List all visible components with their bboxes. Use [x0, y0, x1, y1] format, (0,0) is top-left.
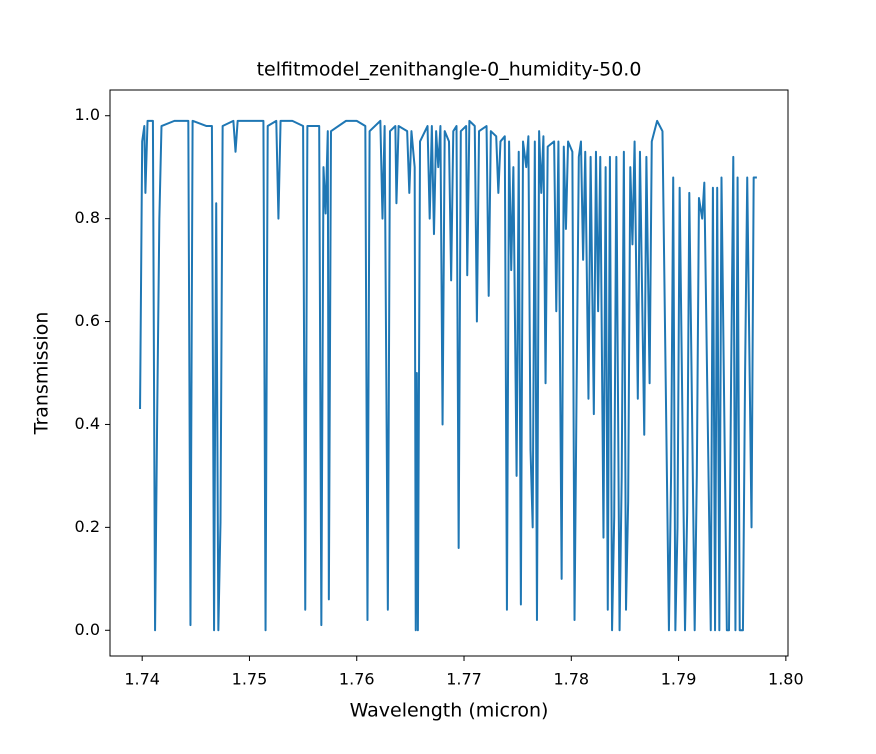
y-tick-label: 0.2 — [75, 517, 100, 536]
chart-title: telfitmodel_zenithangle-0_humidity-50.0 — [257, 59, 642, 81]
y-axis-label: Transmission — [31, 312, 53, 436]
y-tick-label: 1.0 — [75, 105, 100, 124]
y-tick-label: 0.6 — [75, 311, 100, 330]
x-axis-label: Wavelength (micron) — [350, 700, 549, 722]
y-tick-label: 0.8 — [75, 208, 100, 227]
plot-frame — [109, 89, 789, 657]
x-tick-label: 1.77 — [446, 670, 482, 689]
x-tick-label: 1.79 — [661, 670, 697, 689]
x-tick-label: 1.76 — [339, 670, 375, 689]
x-tick-label: 1.80 — [768, 670, 804, 689]
y-tick-label: 0.0 — [75, 620, 100, 639]
x-tick-label: 1.75 — [232, 670, 268, 689]
x-tick-label: 1.78 — [553, 670, 589, 689]
x-tick-label: 1.74 — [124, 670, 160, 689]
y-tick-label: 0.4 — [75, 414, 100, 433]
spectrum-line — [139, 119, 757, 632]
